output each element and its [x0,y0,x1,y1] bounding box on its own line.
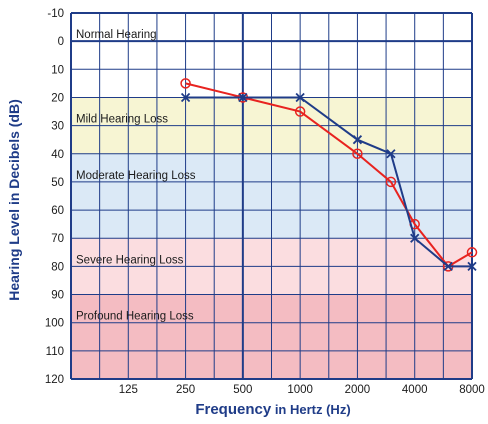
series-1-point-6 [443,261,453,272]
x-tick-label: 8000 [459,384,485,396]
x-tick-layer: 125 250 500 1000 2000 4000 8000 [119,384,485,396]
y-tick-label: -10 [47,8,64,20]
y-tick-label: 100 [45,318,64,330]
y-tick-label: 110 [46,346,64,358]
x-axis-title-rest: in Hertz (Hz) [271,402,350,417]
y-tick-label: 40 [51,149,64,161]
series-1-point-7 [467,261,477,272]
series-0-line [185,82,473,268]
x-tick-label: 500 [233,384,252,396]
band-label-4: Profound Hearing Loss [76,311,194,323]
series-0-point-0 [180,78,191,89]
series-0-point-2 [294,106,306,117]
x-tick-label: 4000 [402,384,428,396]
y-tick-label: 80 [51,261,64,273]
y-tick-layer: -10 0 10 20 30 40 50 60 70 80 90 100 110 120 [45,8,64,386]
band-label-2: Moderate Hearing Loss [76,170,196,182]
series-1-point-5 [410,233,420,243]
x-tick-label: 2000 [345,384,371,396]
series-1-point-1 [238,92,248,103]
y-tick-label: 20 [51,92,64,104]
series-layer [180,78,478,272]
series-1-point-2 [295,92,305,103]
x-axis-title: Frequency in Hertz (Hz) [195,401,350,418]
y-tick-label: 10 [51,64,64,76]
band-label-0: Normal Hearing [76,29,157,41]
grid-layer [70,12,473,380]
series-0-point-3 [352,148,363,160]
series-0-point-7 [466,247,478,258]
band-label-1: Mild Hearing Loss [76,114,168,126]
band-label-3: Severe Hearing Loss [76,254,184,266]
y-tick-label: 70 [51,233,64,245]
y-tick-label: 90 [51,290,64,302]
series-1-point-0 [180,92,191,103]
y-tick-label: 60 [51,205,64,217]
series-1-line [185,96,472,268]
x-tick-label: 125 [119,384,138,396]
x-tick-label: 250 [176,384,195,396]
series-1-point-3 [352,135,363,145]
series-1-point-4 [386,149,396,159]
y-tick-label: 30 [51,121,64,133]
y-tick-label: 120 [45,374,64,386]
y-tick-label: 50 [51,177,64,189]
x-tick-label: 1000 [287,384,313,396]
y-axis-title: Hearing Level in Decibels (dB) [6,99,22,301]
y-tick-label: 0 [58,36,64,48]
band-label-layer: Normal Hearing Mild Hearing Loss Moderate … [76,29,196,323]
x-axis-title-main: Frequency [195,401,272,418]
series-0-point-4 [385,176,397,188]
